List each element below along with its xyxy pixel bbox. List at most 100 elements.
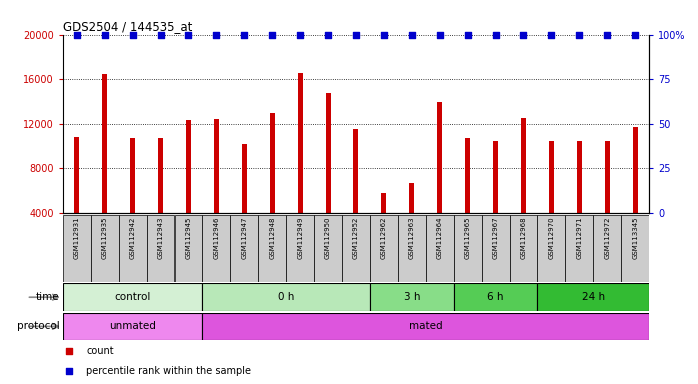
Point xyxy=(155,31,166,38)
Bar xyxy=(74,137,80,258)
Bar xyxy=(202,283,370,311)
Bar xyxy=(230,215,258,282)
Text: 24 h: 24 h xyxy=(581,292,605,302)
Bar xyxy=(297,73,303,258)
Bar xyxy=(202,313,649,340)
Point xyxy=(434,31,445,38)
Bar xyxy=(214,119,219,258)
Bar xyxy=(549,141,554,258)
Bar xyxy=(409,183,415,258)
Text: GSM112963: GSM112963 xyxy=(409,217,415,259)
Point xyxy=(211,31,222,38)
Bar xyxy=(63,313,202,340)
Text: percentile rank within the sample: percentile rank within the sample xyxy=(87,366,251,376)
Point xyxy=(378,31,389,38)
Point xyxy=(71,31,82,38)
Bar xyxy=(437,101,443,258)
Bar xyxy=(269,113,275,258)
Point xyxy=(518,31,529,38)
Bar xyxy=(510,215,537,282)
Bar xyxy=(493,141,498,258)
Point xyxy=(267,31,278,38)
Bar xyxy=(130,138,135,258)
Point xyxy=(602,31,613,38)
Text: GSM113345: GSM113345 xyxy=(632,217,638,259)
Bar xyxy=(370,283,454,311)
Bar xyxy=(381,193,387,258)
Point xyxy=(546,31,557,38)
Bar xyxy=(621,215,649,282)
Bar xyxy=(577,141,582,258)
Text: GSM112950: GSM112950 xyxy=(325,217,331,259)
Bar xyxy=(593,215,621,282)
Text: unmated: unmated xyxy=(109,321,156,331)
Text: count: count xyxy=(87,346,114,356)
Bar xyxy=(325,93,331,258)
Bar xyxy=(604,141,610,258)
Text: mated: mated xyxy=(409,321,443,331)
Text: GSM112948: GSM112948 xyxy=(269,217,275,259)
Bar xyxy=(119,215,147,282)
Bar xyxy=(258,215,286,282)
Text: GSM112964: GSM112964 xyxy=(437,217,443,259)
Point xyxy=(127,31,138,38)
Bar xyxy=(314,215,342,282)
Point xyxy=(490,31,501,38)
Bar xyxy=(158,138,163,258)
Text: 0 h: 0 h xyxy=(278,292,295,302)
Text: GSM112967: GSM112967 xyxy=(493,217,498,259)
Point xyxy=(403,96,415,102)
Bar xyxy=(454,215,482,282)
Text: GSM112947: GSM112947 xyxy=(242,217,247,259)
Text: GSM112965: GSM112965 xyxy=(465,217,470,259)
Text: time: time xyxy=(36,292,59,302)
Bar xyxy=(353,129,359,258)
Point xyxy=(183,31,194,38)
Text: GSM112970: GSM112970 xyxy=(549,217,554,259)
Bar xyxy=(286,215,314,282)
Text: GSM112962: GSM112962 xyxy=(381,217,387,259)
Bar xyxy=(186,121,191,258)
Bar xyxy=(242,144,247,258)
Text: GSM112945: GSM112945 xyxy=(186,217,191,259)
Text: 3 h: 3 h xyxy=(403,292,420,302)
Bar xyxy=(342,215,370,282)
Text: GSM112943: GSM112943 xyxy=(158,217,163,259)
Text: GSM112968: GSM112968 xyxy=(521,217,526,259)
Bar xyxy=(147,215,174,282)
Bar xyxy=(398,215,426,282)
Bar xyxy=(454,283,537,311)
Bar xyxy=(63,215,91,282)
Bar xyxy=(426,215,454,282)
Text: protocol: protocol xyxy=(17,321,59,331)
Text: control: control xyxy=(114,292,151,302)
Text: 6 h: 6 h xyxy=(487,292,504,302)
Bar xyxy=(370,215,398,282)
Point xyxy=(574,31,585,38)
Point xyxy=(403,271,415,277)
Text: GSM112935: GSM112935 xyxy=(102,217,107,259)
Bar xyxy=(202,215,230,282)
Bar xyxy=(632,127,638,258)
Bar xyxy=(63,283,202,311)
Text: GSM112931: GSM112931 xyxy=(74,217,80,259)
Bar xyxy=(565,215,593,282)
Text: GSM112942: GSM112942 xyxy=(130,217,135,259)
Point xyxy=(462,31,473,38)
Point xyxy=(239,31,250,38)
Text: GDS2504 / 144535_at: GDS2504 / 144535_at xyxy=(63,20,192,33)
Text: GSM112972: GSM112972 xyxy=(604,217,610,259)
Bar xyxy=(482,215,510,282)
Point xyxy=(406,31,417,38)
Point xyxy=(350,31,362,38)
Point xyxy=(99,31,110,38)
Bar xyxy=(537,283,649,311)
Point xyxy=(630,31,641,38)
Bar xyxy=(102,74,107,258)
Text: GSM112946: GSM112946 xyxy=(214,217,219,259)
Bar xyxy=(174,215,202,282)
Bar xyxy=(537,215,565,282)
Bar xyxy=(465,138,470,258)
Text: GSM112952: GSM112952 xyxy=(353,217,359,259)
Point xyxy=(322,31,334,38)
